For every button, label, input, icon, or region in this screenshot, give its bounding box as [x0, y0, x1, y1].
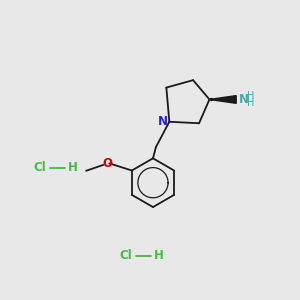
Text: Cl: Cl	[120, 249, 133, 262]
Polygon shape	[209, 96, 236, 103]
Text: H: H	[247, 91, 254, 100]
Text: H: H	[68, 161, 78, 174]
Text: Cl: Cl	[34, 161, 46, 174]
Text: N: N	[158, 115, 168, 128]
Text: H: H	[154, 249, 164, 262]
Text: N: N	[238, 93, 249, 106]
Text: H: H	[247, 98, 254, 108]
Text: O: O	[102, 157, 112, 170]
